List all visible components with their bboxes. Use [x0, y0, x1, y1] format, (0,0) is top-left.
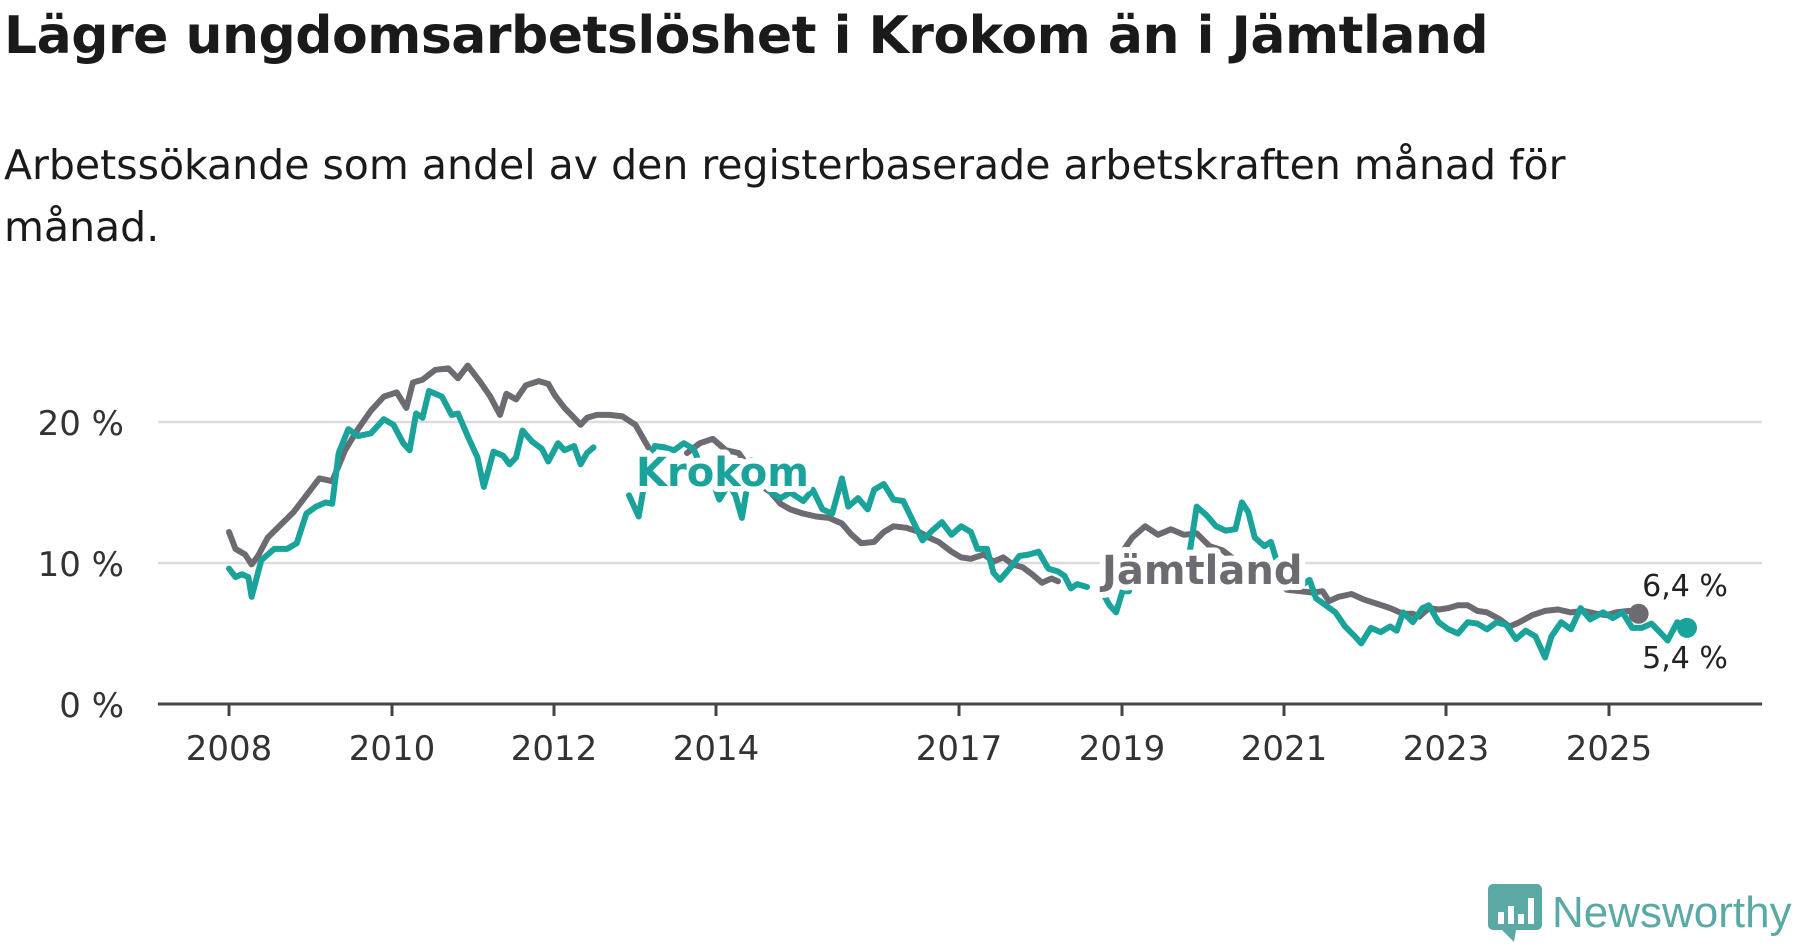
x-tick-label: 2017: [916, 729, 1003, 769]
jamtland-end-marker: [1628, 603, 1649, 624]
x-tick-label: 2019: [1079, 729, 1166, 769]
jamtland-series-label-halo: Jämtland: [1099, 548, 1303, 594]
x-tick-label: 2012: [511, 729, 598, 769]
newsworthy-logo-text: Newsworthy: [1552, 888, 1792, 937]
x-tick-label: 2010: [349, 729, 436, 769]
series-lines: [226, 362, 1690, 661]
y-tick-label: 20 %: [38, 404, 124, 444]
newsworthy-logo: Newsworthy: [1488, 884, 1792, 942]
series-line-krokom: [1187, 499, 1690, 661]
x-axis: 2008 2010 2012 2014 2017 2019 2021 2023 2025: [158, 702, 1762, 769]
krokom-series-label-halo: Krokom: [636, 450, 809, 496]
newsworthy-logo-icon: [1488, 884, 1542, 942]
krokom-end-marker: [1677, 617, 1697, 638]
x-tick-label: 2025: [1566, 729, 1653, 769]
x-tick-label: 2014: [673, 729, 760, 769]
series-line-jämtland: [1119, 523, 1423, 620]
x-tick-label: 2023: [1403, 729, 1490, 769]
jamtland-end-label: 6,4 %: [1642, 569, 1728, 604]
jamtland-series-label: Jämtland: [1099, 548, 1303, 594]
y-tick-label: 10 %: [38, 545, 124, 585]
y-tick-label: 0 %: [59, 686, 124, 726]
series-line-jämtland: [226, 362, 652, 568]
series-line-jämtland: [684, 435, 1061, 586]
krokom-series-label: Krokom: [636, 450, 809, 496]
series-line-krokom: [226, 388, 597, 600]
y-axis: 0 % 10 % 20 %: [38, 404, 124, 726]
series-line-krokom: [909, 517, 1090, 592]
chart-subtitle: Arbetssökande som andel av den registerb…: [4, 141, 1566, 251]
gridlines: [158, 420, 1762, 565]
series-line-krokom: [626, 440, 916, 524]
x-tick-label: 2008: [186, 729, 273, 769]
krokom-end-label: 5,4 %: [1642, 641, 1728, 676]
x-tick-label: 2021: [1241, 729, 1328, 769]
series-line-krokom: [1100, 588, 1132, 616]
chart-title: Lägre ungdomsarbetslöshet i Krokom än i …: [4, 6, 1489, 66]
